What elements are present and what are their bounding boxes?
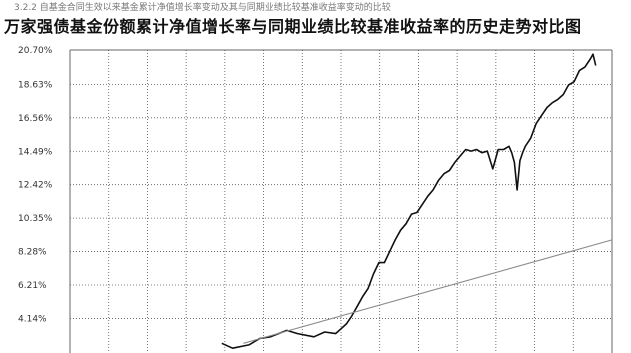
- y-tick-label: 10.35%: [18, 214, 53, 224]
- series-layer: [221, 53, 613, 350]
- series-line-fund-nav: [221, 53, 597, 350]
- chart-title: 万家强债基金份额累计净值增长率与同期业绩比较基准收益率的历史走势对比图: [4, 17, 582, 36]
- section-title: 3.2.2 自基金合同生效以来基金累计净值增长率变动及其与同期业绩比较基准收益率…: [14, 3, 391, 13]
- y-tick-label: 14.49%: [18, 147, 53, 157]
- grid-layer: [69, 49, 613, 353]
- y-tick-label: 20.70%: [18, 46, 53, 56]
- y-tick-label: 12.42%: [18, 181, 53, 191]
- y-axis-ticks: 20.70% 18.63% 16.56% 14.49% 12.42% 10.35% 8.28…: [18, 46, 53, 324]
- y-tick-label: 18.63%: [18, 80, 53, 90]
- y-tick-label: 8.28%: [18, 248, 47, 258]
- y-tick-label: 4.14%: [18, 314, 47, 324]
- y-tick-label: 6.21%: [18, 281, 47, 291]
- y-tick-label: 16.56%: [18, 114, 53, 124]
- series-line-benchmark: [243, 239, 613, 344]
